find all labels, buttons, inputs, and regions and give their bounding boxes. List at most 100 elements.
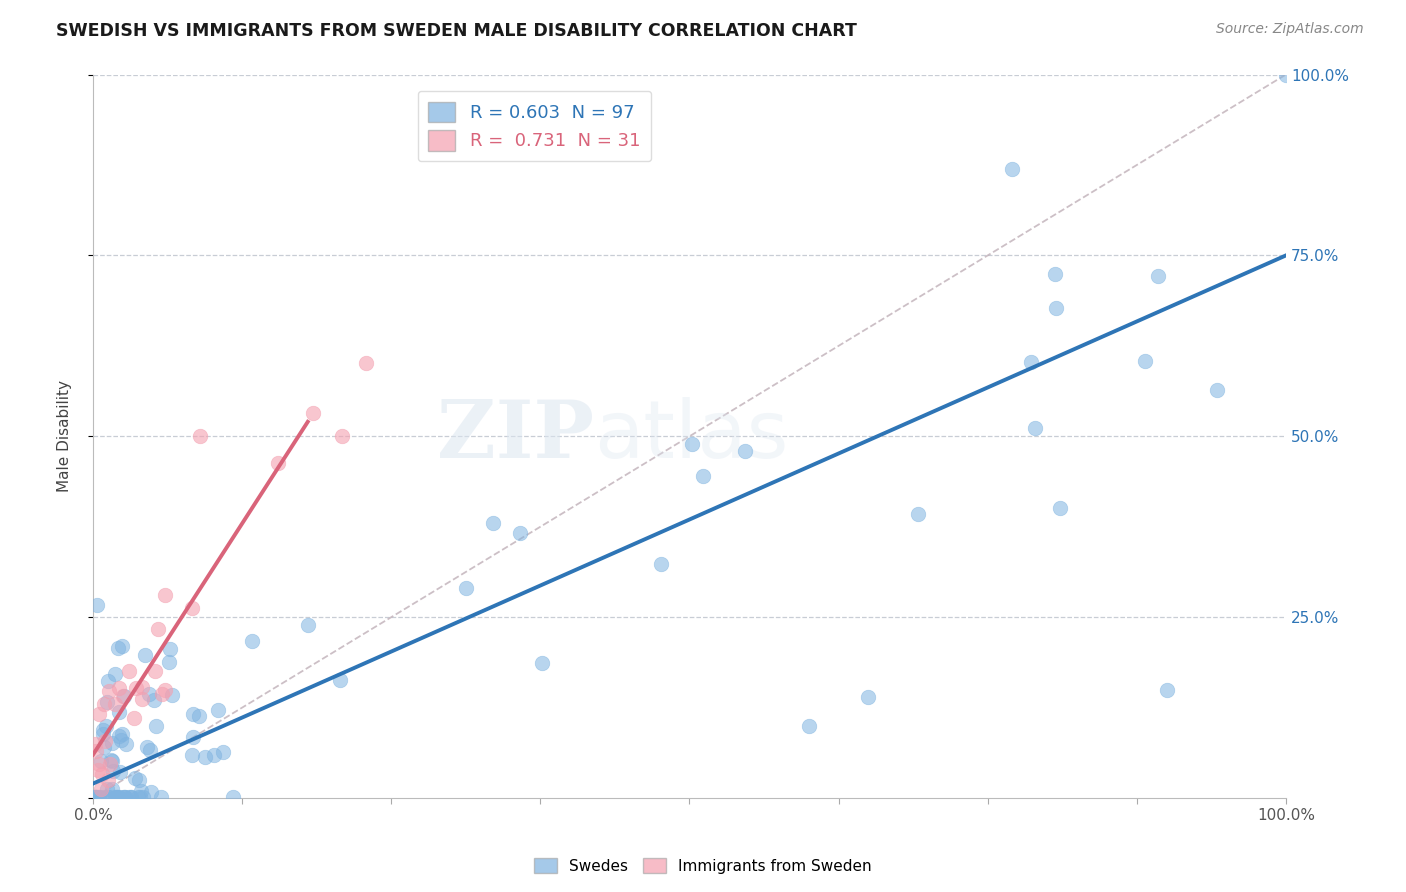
Point	[734, 444, 756, 458]
Point	[157, 655, 180, 669]
Point	[117, 790, 139, 805]
Point	[138, 687, 160, 701]
Point	[112, 790, 135, 805]
Point	[181, 730, 204, 744]
Point	[181, 600, 204, 615]
Point	[129, 784, 152, 798]
Point	[207, 703, 229, 717]
Point	[112, 689, 135, 703]
Point	[120, 790, 142, 805]
Point	[97, 790, 120, 805]
Point	[1147, 268, 1170, 283]
Point	[153, 682, 176, 697]
Point	[108, 764, 131, 779]
Point	[858, 690, 880, 704]
Y-axis label: Male Disability: Male Disability	[58, 380, 72, 492]
Point	[112, 790, 135, 805]
Point	[97, 684, 120, 698]
Point	[134, 648, 156, 662]
Point	[93, 740, 115, 755]
Point	[112, 689, 135, 703]
Point	[111, 727, 134, 741]
Point	[87, 764, 110, 778]
Point	[105, 790, 128, 805]
Point	[797, 719, 820, 733]
Point	[159, 641, 181, 656]
Point	[135, 739, 157, 754]
Point	[1000, 161, 1022, 176]
Point	[97, 773, 120, 788]
Point	[97, 790, 120, 805]
Point	[1019, 355, 1042, 369]
Point	[86, 598, 108, 612]
Point	[127, 790, 149, 805]
Point	[907, 507, 929, 521]
Point	[124, 711, 146, 725]
Point	[84, 738, 107, 752]
Text: ZIP: ZIP	[437, 397, 595, 475]
Point	[145, 719, 167, 733]
Point	[132, 790, 155, 805]
Point	[128, 773, 150, 788]
Point	[650, 557, 672, 571]
Point	[87, 790, 110, 805]
Point	[101, 764, 124, 778]
Point	[105, 790, 128, 805]
Point	[190, 429, 212, 443]
Point	[1206, 383, 1229, 397]
Point	[148, 622, 170, 636]
Point	[110, 732, 132, 747]
Point	[90, 782, 112, 797]
Point	[150, 687, 173, 701]
Point	[83, 790, 105, 805]
Point	[101, 781, 124, 796]
Point	[124, 771, 146, 785]
Point	[108, 681, 131, 695]
Point	[1156, 682, 1178, 697]
Point	[143, 664, 166, 678]
Point	[202, 747, 225, 762]
Point	[94, 719, 117, 733]
Point	[150, 790, 173, 805]
Point	[107, 641, 129, 656]
Point	[104, 667, 127, 681]
Point	[104, 790, 127, 805]
Legend: R = 0.603  N = 97, R =  0.731  N = 31: R = 0.603 N = 97, R = 0.731 N = 31	[418, 91, 651, 161]
Point	[1275, 68, 1298, 82]
Point	[107, 705, 129, 719]
Point	[96, 695, 118, 709]
Point	[100, 753, 122, 767]
Legend: Swedes, Immigrants from Sweden: Swedes, Immigrants from Sweden	[527, 852, 879, 880]
Point	[212, 745, 235, 759]
Point	[87, 706, 110, 721]
Point	[111, 639, 134, 653]
Point	[93, 697, 115, 711]
Point	[120, 790, 142, 805]
Point	[84, 790, 107, 805]
Point	[181, 747, 204, 762]
Point	[509, 525, 531, 540]
Point	[104, 698, 127, 712]
Point	[267, 456, 290, 470]
Point	[194, 749, 217, 764]
Point	[93, 790, 115, 805]
Point	[101, 736, 124, 750]
Point	[330, 428, 353, 442]
Point	[692, 469, 714, 483]
Point	[107, 790, 129, 805]
Point	[101, 754, 124, 768]
Point	[143, 693, 166, 707]
Point	[94, 734, 117, 748]
Text: atlas: atlas	[595, 397, 789, 475]
Point	[183, 707, 205, 722]
Point	[482, 516, 505, 530]
Point	[91, 727, 114, 741]
Text: SWEDISH VS IMMIGRANTS FROM SWEDEN MALE DISABILITY CORRELATION CHART: SWEDISH VS IMMIGRANTS FROM SWEDEN MALE D…	[56, 22, 858, 40]
Point	[222, 790, 245, 805]
Point	[84, 790, 107, 805]
Point	[1045, 267, 1067, 281]
Point	[354, 356, 377, 370]
Point	[1133, 354, 1156, 368]
Point	[187, 709, 209, 723]
Point	[84, 790, 107, 805]
